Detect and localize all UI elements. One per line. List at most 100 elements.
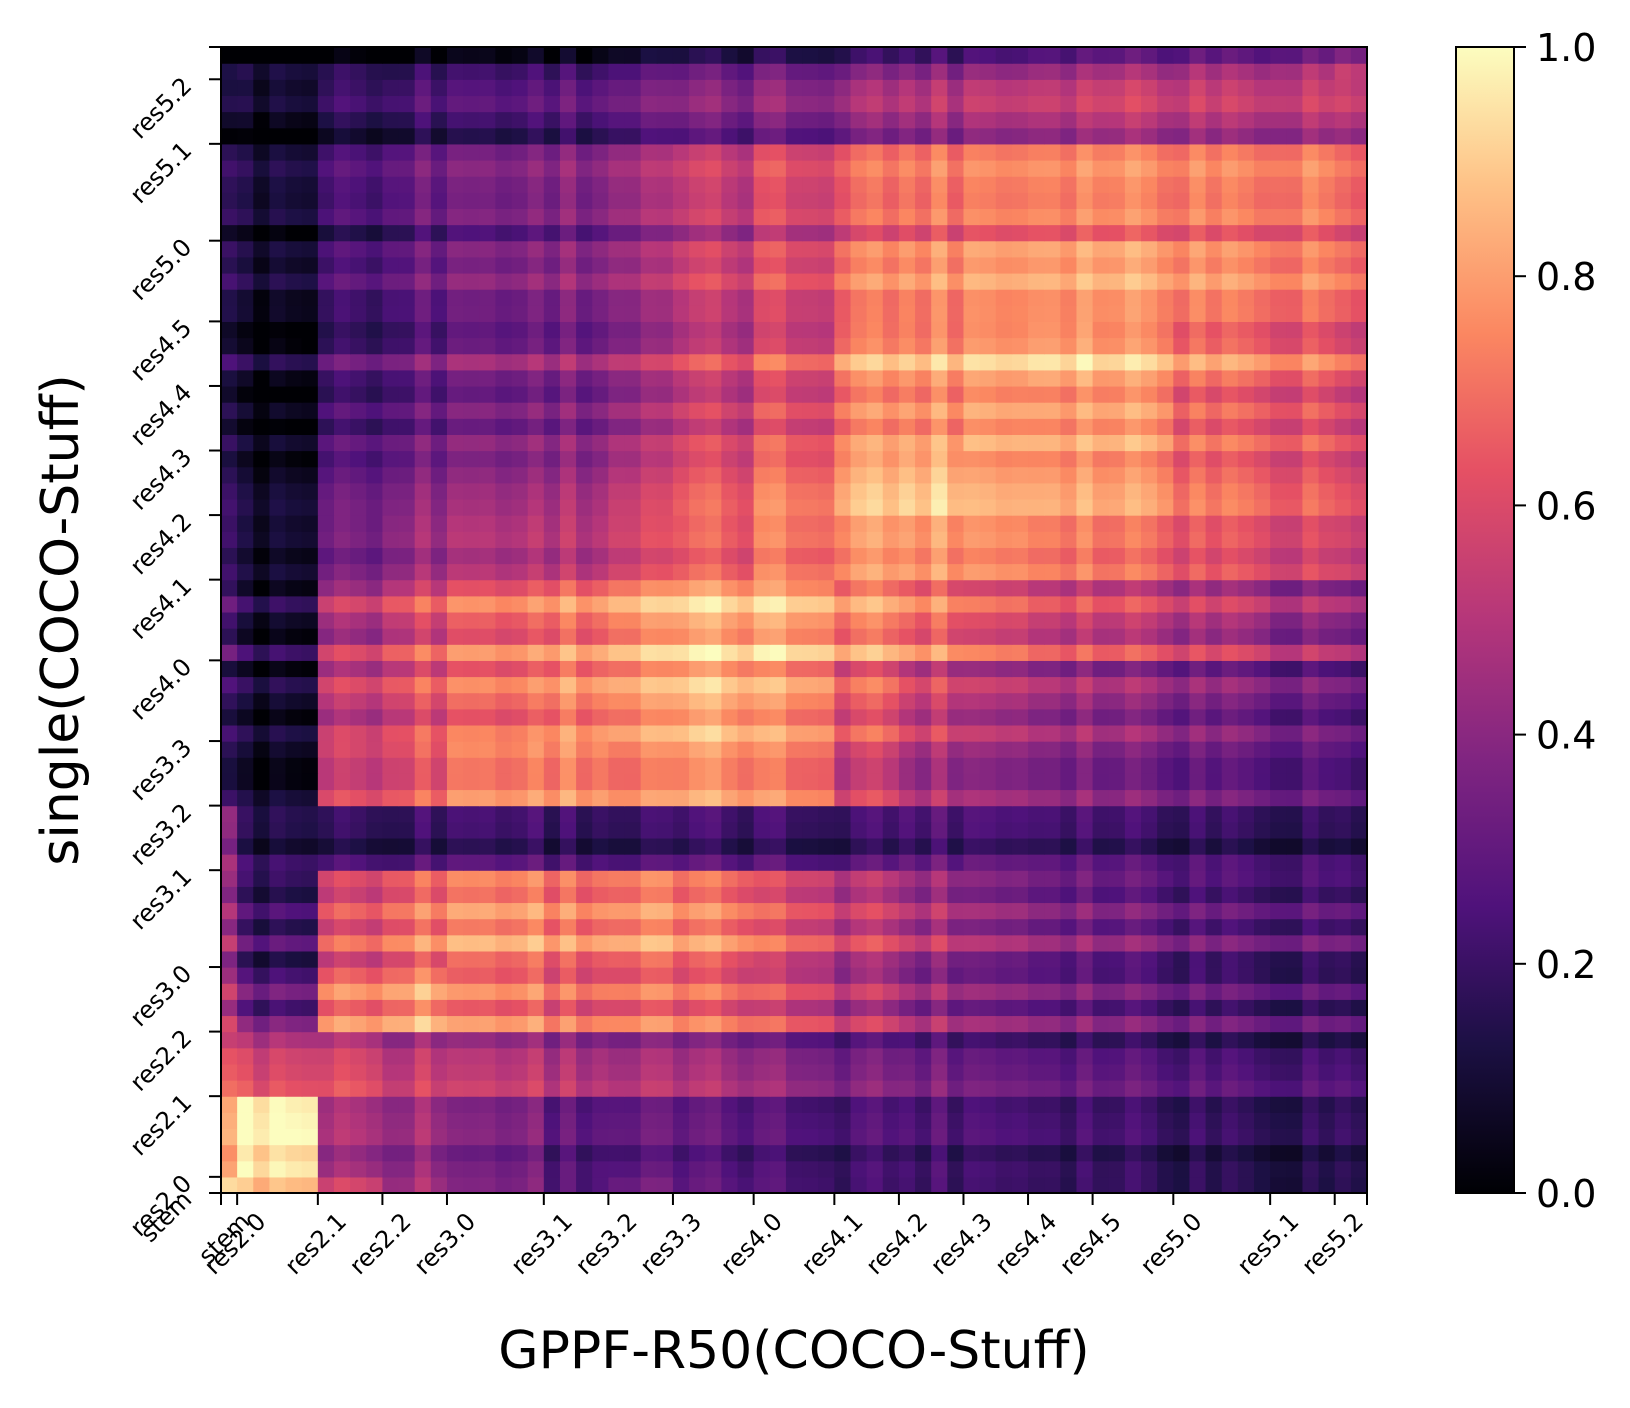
heatmap-cell — [1302, 708, 1320, 726]
heatmap-cell — [915, 547, 932, 565]
heatmap-cell — [818, 289, 835, 306]
heatmap-cell — [576, 1176, 593, 1194]
heatmap-cell — [221, 999, 238, 1017]
heatmap-cell — [1350, 1112, 1368, 1130]
heatmap-cell — [479, 47, 496, 64]
heatmap-cell — [430, 466, 448, 484]
heatmap-cell — [398, 611, 416, 629]
heatmap-cell — [1060, 402, 1078, 419]
heatmap-cell — [1350, 708, 1368, 726]
heatmap-cell — [559, 176, 577, 193]
heatmap-cell — [947, 498, 965, 516]
heatmap-cell — [350, 628, 367, 645]
heatmap-cell — [802, 95, 819, 113]
heatmap-cell — [1044, 1031, 1061, 1049]
heatmap-cell — [1318, 1160, 1336, 1178]
heatmap-cell — [463, 256, 480, 274]
heatmap-cell — [1108, 466, 1126, 484]
heatmap-cell — [1028, 434, 1045, 452]
heatmap-cell — [672, 240, 690, 258]
heatmap-cell — [624, 289, 642, 306]
heatmap-cell — [1124, 611, 1142, 629]
heatmap-cell — [705, 579, 722, 597]
heatmap-cell — [398, 466, 416, 484]
heatmap-cell — [979, 321, 997, 339]
heatmap-cell — [1350, 305, 1368, 322]
heatmap-cell — [1028, 1047, 1045, 1065]
heatmap-cell — [1076, 902, 1094, 920]
heatmap-cell — [753, 757, 771, 774]
heatmap-cell — [1044, 208, 1061, 226]
heatmap-cell — [802, 256, 819, 274]
heatmap-cell — [479, 353, 496, 371]
heatmap-cell — [1157, 692, 1174, 710]
heatmap-cell — [253, 47, 271, 64]
heatmap-cell — [656, 79, 674, 97]
heatmap-cell — [1124, 434, 1142, 452]
heatmap-cell — [624, 1031, 642, 1049]
heatmap-cell — [721, 418, 739, 435]
heatmap-cell — [333, 692, 351, 710]
heatmap-cell — [1157, 950, 1174, 968]
heatmap-cell — [705, 886, 722, 904]
heatmap-cell — [463, 402, 480, 419]
heatmap-cell — [1286, 902, 1304, 920]
heatmap-cell — [1334, 595, 1352, 613]
heatmap-cell — [559, 143, 577, 161]
heatmap-cell — [527, 208, 545, 226]
heatmap-cell — [1334, 1144, 1352, 1162]
heatmap-cell — [1254, 385, 1271, 403]
heatmap-cell — [221, 854, 238, 871]
heatmap-cell — [414, 1176, 432, 1194]
heatmap-cell — [1286, 789, 1304, 807]
heatmap-cell — [253, 805, 271, 823]
heatmap-cell — [915, 918, 932, 936]
heatmap-cell — [753, 79, 771, 97]
heatmap-cell — [769, 192, 787, 210]
heatmap-cell — [1254, 143, 1271, 161]
heatmap-cell — [333, 1047, 351, 1065]
heatmap-cell — [1124, 579, 1142, 597]
heatmap-cell — [1076, 676, 1094, 694]
heatmap-cell — [1254, 967, 1271, 984]
heatmap-cell — [495, 1031, 513, 1049]
heatmap-cell — [576, 272, 593, 290]
heatmap-cell — [834, 1015, 852, 1033]
heatmap-cell — [592, 256, 609, 274]
heatmap-cell — [963, 579, 981, 597]
heatmap-cell — [576, 741, 593, 758]
heatmap-cell — [576, 450, 593, 468]
heatmap-cell — [1060, 240, 1078, 258]
heatmap-cell — [915, 967, 932, 984]
heatmap-cell — [769, 1080, 787, 1097]
heatmap-cell — [640, 789, 658, 807]
heatmap-cell — [818, 934, 835, 952]
heatmap-cell — [624, 1015, 642, 1033]
heatmap-cell — [237, 692, 254, 710]
heatmap-cell — [1254, 983, 1271, 1000]
heatmap-cell — [931, 983, 948, 1000]
heatmap-cell — [479, 821, 496, 839]
heatmap-cell — [608, 967, 626, 984]
heatmap-cell — [850, 708, 868, 726]
heatmap-cell — [995, 724, 1013, 742]
heatmap-cell — [769, 240, 787, 258]
heatmap-cell — [1221, 192, 1239, 210]
heatmap-cell — [882, 192, 900, 210]
heatmap-cell — [1302, 353, 1320, 371]
heatmap-cell — [995, 289, 1013, 306]
heatmap-cell — [834, 934, 852, 952]
heatmap-cell — [1334, 1112, 1352, 1130]
heatmap-cell — [656, 353, 674, 371]
heatmap-cell — [1270, 353, 1287, 371]
heatmap-cell — [915, 450, 932, 468]
heatmap-cell — [592, 934, 609, 952]
heatmap-cell — [350, 418, 367, 435]
heatmap-cell — [511, 418, 529, 435]
heatmap-cell — [1108, 159, 1126, 177]
heatmap-cell — [430, 595, 448, 613]
heatmap-cell — [1108, 111, 1126, 129]
heatmap-cell — [1318, 1031, 1336, 1049]
heatmap-cell — [802, 272, 819, 290]
heatmap-cell — [317, 1112, 335, 1130]
